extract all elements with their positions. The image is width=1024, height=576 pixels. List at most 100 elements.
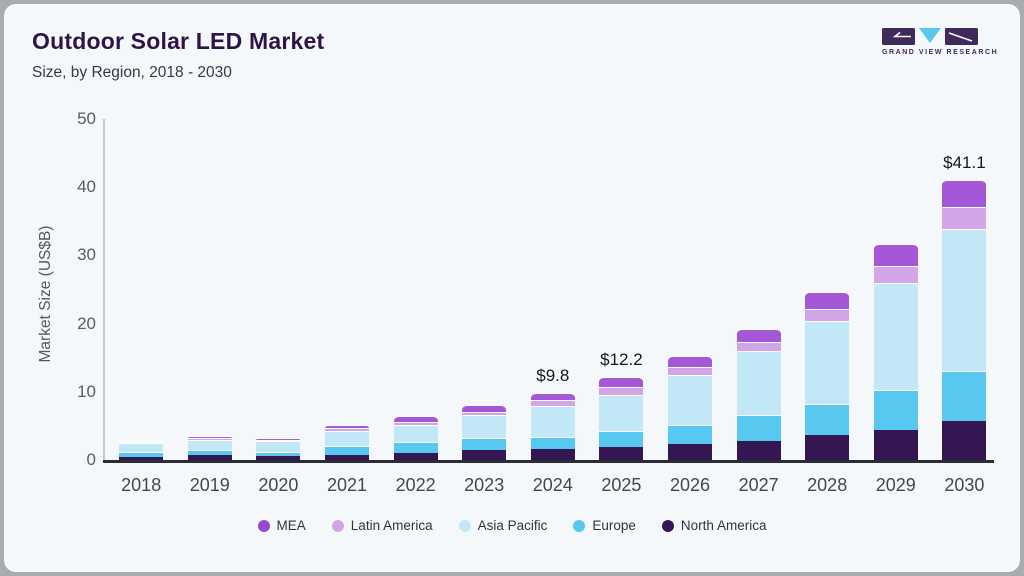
bar-2025[interactable] — [599, 376, 644, 460]
bar-segment-mea[interactable] — [805, 291, 850, 309]
bar-segment-north-america[interactable] — [119, 456, 164, 460]
bar-segment-north-america[interactable] — [187, 455, 232, 460]
bar-2027[interactable] — [736, 329, 781, 460]
bar-segment-asia-pacific[interactable] — [256, 440, 301, 452]
logo-text: GRAND VIEW RESEARCH — [882, 49, 999, 56]
bar-segment-europe[interactable] — [393, 442, 438, 453]
bar-segment-mea[interactable] — [325, 424, 369, 429]
bar-segment-mea[interactable] — [942, 179, 987, 208]
legend-swatch — [661, 519, 674, 532]
bar-segment-mea[interactable] — [530, 393, 575, 401]
x-tick-label-2022: 2022 — [395, 475, 436, 495]
legend-label: Europe — [592, 518, 636, 533]
x-tick-label-2018: 2018 — [121, 475, 162, 495]
bar-segment-mea[interactable] — [256, 437, 301, 440]
x-tick-label-2021: 2021 — [326, 475, 368, 495]
bar-segment-north-america[interactable] — [462, 450, 507, 460]
bar-segment-north-america[interactable] — [393, 452, 438, 460]
bar-2023[interactable] — [462, 405, 507, 460]
bar-segment-latin-america[interactable] — [736, 342, 781, 351]
bar-segment-mea[interactable] — [873, 243, 918, 266]
bar-segment-asia-pacific[interactable] — [462, 415, 507, 439]
bar-segment-asia-pacific[interactable] — [119, 442, 164, 452]
bar-segment-mea[interactable] — [599, 376, 644, 388]
bar-2019[interactable] — [187, 436, 232, 460]
bar-segment-europe[interactable] — [599, 431, 644, 448]
chart-subtitle: Size, by Region, 2018 - 2030 — [32, 64, 232, 81]
bar-segment-latin-america[interactable] — [668, 367, 712, 376]
legend-item-europe[interactable]: Europe — [573, 518, 636, 533]
bar-segment-north-america[interactable] — [668, 443, 712, 460]
bar-segment-latin-america[interactable] — [325, 428, 369, 431]
bar-segment-europe[interactable] — [187, 450, 232, 456]
bar-segment-north-america[interactable] — [325, 454, 369, 460]
bar-segment-mea[interactable] — [187, 436, 232, 439]
bar-segment-europe[interactable] — [668, 424, 712, 444]
bar-segment-asia-pacific[interactable] — [530, 406, 575, 437]
bar-segment-mea[interactable] — [462, 405, 507, 413]
bar-segment-latin-america[interactable] — [530, 400, 575, 407]
bar-segment-europe[interactable] — [256, 451, 301, 456]
bar-segment-asia-pacific[interactable] — [187, 439, 232, 451]
bar-segment-asia-pacific[interactable] — [599, 394, 644, 432]
bar-segment-latin-america[interactable] — [599, 387, 644, 395]
bar-segment-asia-pacific[interactable] — [668, 375, 712, 425]
bar-segment-north-america[interactable] — [873, 430, 918, 460]
bar-2021[interactable] — [325, 424, 369, 460]
bar-segment-asia-pacific[interactable] — [805, 320, 850, 405]
bar-segment-latin-america[interactable] — [119, 441, 164, 443]
bar-2030[interactable] — [942, 179, 987, 460]
x-tick-label-2019: 2019 — [189, 475, 230, 495]
bar-segment-mea[interactable] — [393, 416, 438, 422]
bar-segment-europe[interactable] — [462, 438, 507, 451]
bar-segment-mea[interactable] — [736, 329, 781, 343]
page-title: Outdoor Solar LED Market — [32, 28, 325, 54]
x-tick-label-2020: 2020 — [258, 475, 299, 495]
bar-segment-north-america[interactable] — [256, 455, 301, 460]
bar-segment-north-america[interactable] — [599, 447, 644, 460]
bar-segment-latin-america[interactable] — [187, 438, 232, 440]
bar-segment-asia-pacific[interactable] — [942, 228, 987, 372]
bar-segment-latin-america[interactable] — [256, 439, 301, 441]
bar-segment-europe[interactable] — [530, 436, 575, 450]
bar-2018[interactable] — [119, 440, 164, 460]
legend-item-mea[interactable]: MEA — [257, 518, 306, 533]
bar-segment-europe[interactable] — [736, 415, 781, 441]
bar-segment-asia-pacific[interactable] — [393, 424, 438, 443]
bar-segment-europe[interactable] — [325, 446, 369, 455]
bar-segment-north-america[interactable] — [530, 449, 575, 460]
bar-segment-asia-pacific[interactable] — [325, 430, 369, 447]
gvr-logo: GRAND VIEW RESEARCH — [882, 28, 999, 56]
legend-swatch — [331, 519, 344, 532]
bar-segment-north-america[interactable] — [942, 421, 987, 460]
x-tick-label-2024: 2024 — [532, 475, 573, 495]
x-tick-label-2023: 2023 — [464, 475, 505, 495]
legend-item-latin-america[interactable]: Latin America — [331, 518, 433, 533]
bar-segment-latin-america[interactable] — [393, 421, 438, 425]
legend-item-asia-pacific[interactable]: Asia Pacific — [458, 518, 547, 533]
bar-2026[interactable] — [668, 356, 712, 460]
bar-segment-europe[interactable] — [805, 404, 850, 435]
bar-segment-latin-america[interactable] — [462, 412, 507, 415]
bar-segment-latin-america[interactable] — [805, 308, 850, 321]
bar-segment-mea[interactable] — [119, 440, 164, 442]
legend: MEA Latin America Asia Pacific Europe North … — [4, 518, 1020, 533]
bar-segment-europe[interactable] — [873, 390, 918, 430]
bar-segment-latin-america[interactable] — [942, 207, 987, 229]
bar-segment-north-america[interactable] — [805, 434, 850, 460]
bar-segment-europe[interactable] — [119, 451, 164, 457]
bar-segment-asia-pacific[interactable] — [873, 282, 918, 391]
bar-segment-europe[interactable] — [942, 371, 987, 422]
legend-item-north-america[interactable]: North America — [661, 518, 766, 533]
bar-2029[interactable] — [873, 243, 918, 460]
bar-segment-asia-pacific[interactable] — [736, 350, 781, 415]
bar-2024[interactable] — [530, 393, 575, 460]
bar-2020[interactable] — [256, 437, 301, 460]
value-label-2025: $12.2 — [600, 349, 643, 369]
bar-2028[interactable] — [805, 291, 850, 460]
bar-segment-mea[interactable] — [668, 356, 712, 368]
x-tick-label-2026: 2026 — [669, 475, 711, 495]
bar-segment-latin-america[interactable] — [873, 265, 918, 283]
bar-2022[interactable] — [393, 416, 438, 460]
bar-segment-north-america[interactable] — [736, 440, 781, 460]
